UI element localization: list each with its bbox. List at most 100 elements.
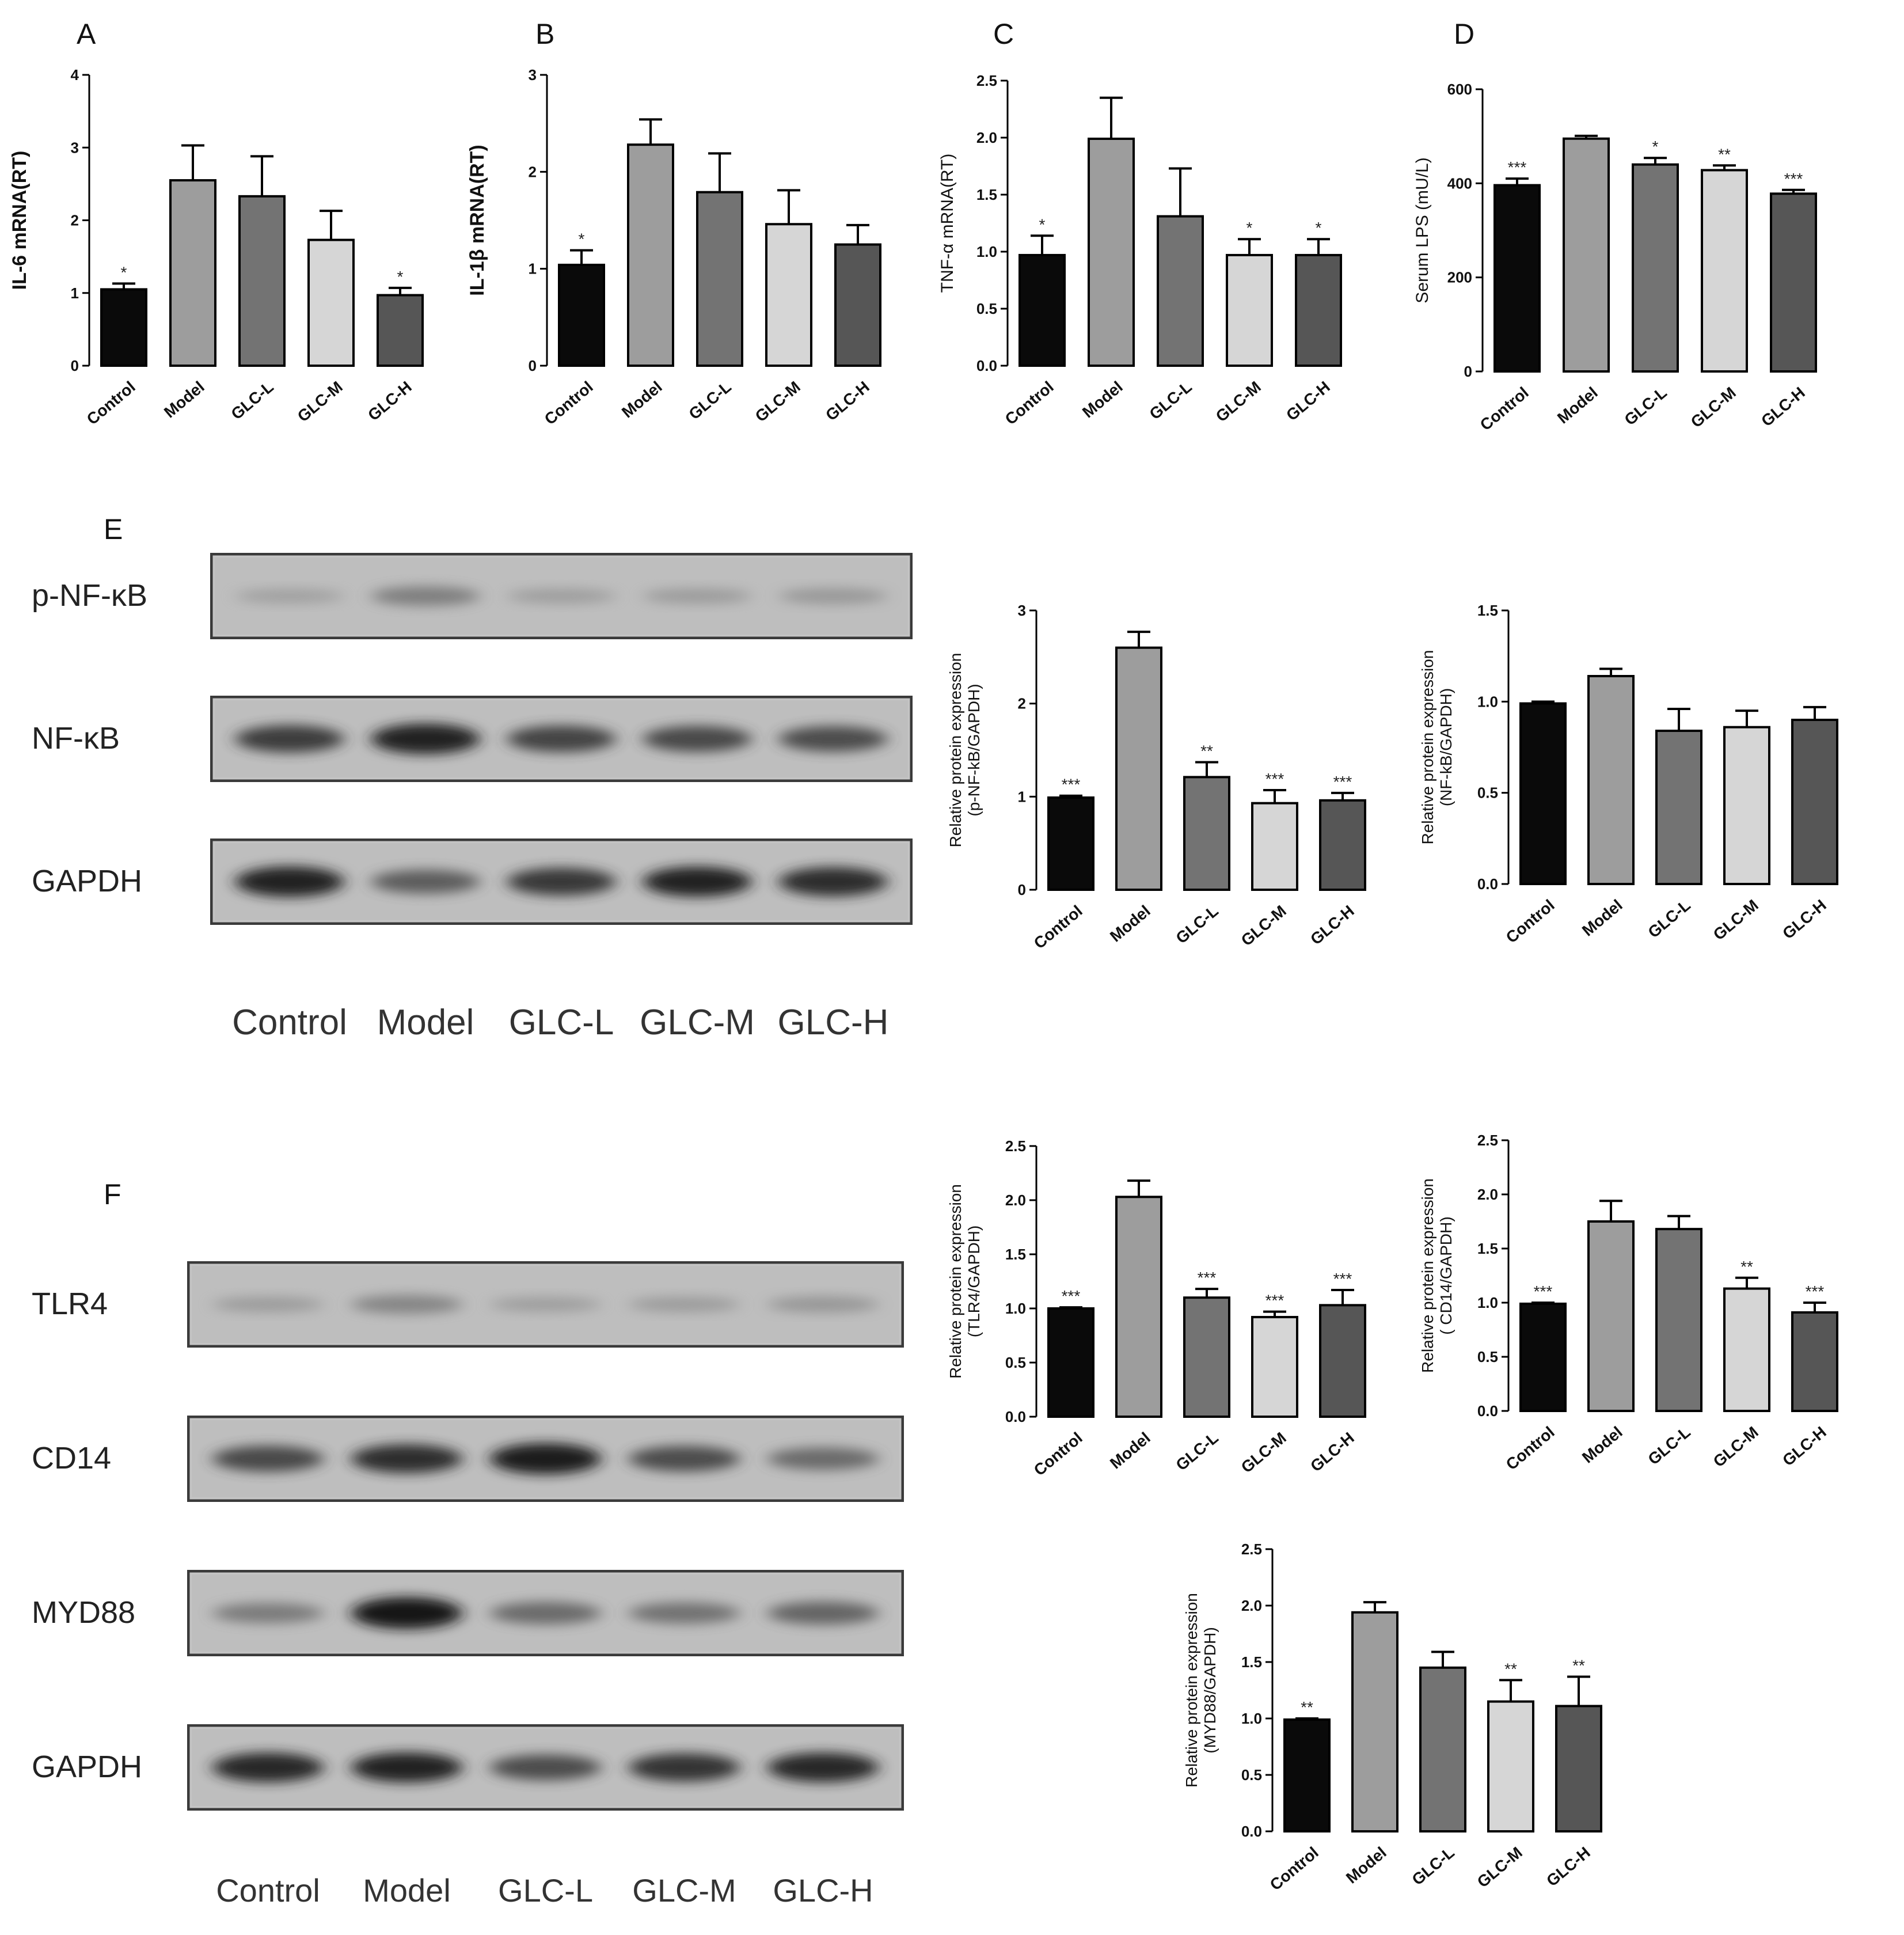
category-label: Model [618, 378, 666, 422]
bar-control [1493, 184, 1541, 373]
y-axis-label-line: Relative protein expression [1419, 1178, 1436, 1373]
bar-glc-m [1251, 802, 1298, 891]
bar-model [1088, 137, 1135, 367]
category-label: GLC-M [1710, 896, 1762, 944]
panel-letter-a: A [77, 18, 96, 50]
y-tick-label: 1.5 [1477, 1240, 1498, 1257]
blot-band-control [212, 1603, 324, 1623]
bar-model [1563, 137, 1610, 373]
chart-tlr4: 0.0 0.5 1.0 1.5 2.0 2.5 Relative protein expre… [947, 1137, 1366, 1479]
bar-glc-l [1183, 776, 1230, 891]
category-label: GLC-L [1146, 378, 1195, 423]
blot-band-glc-m [629, 1296, 740, 1312]
y-tick-label: 0.5 [1241, 1766, 1262, 1784]
blot-strip [187, 1724, 904, 1811]
blot-band-model [351, 1295, 462, 1314]
y-axis-label-line: Relative protein expression [1419, 650, 1436, 845]
y-tick-label: 2.5 [1005, 1137, 1026, 1155]
blot-band-glc-m [643, 726, 752, 752]
y-axis-label: Relative protein expression(TLR4/GAPDH) [947, 1184, 983, 1379]
bar-glc-m [1701, 169, 1748, 373]
significance-label: *** [1784, 170, 1803, 188]
significance-label: * [1316, 219, 1322, 237]
y-tick-label: 2 [529, 163, 537, 180]
bar-glc-l [696, 191, 743, 367]
blot-row-label: GAPDH [32, 864, 143, 898]
y-axis-label: IL-1β mRNA(RT) [466, 145, 488, 296]
blot-band-control [235, 725, 344, 753]
blot-band-model [371, 870, 480, 894]
category-label: GLC-M [1474, 1843, 1526, 1891]
lane-label-glc-m: GLC-M [640, 1003, 755, 1042]
panel-letter-b: B [535, 18, 555, 50]
y-tick-label: 3 [1018, 602, 1026, 619]
bar-glc-h [1319, 799, 1366, 891]
category-label: GLC-H [1779, 896, 1830, 943]
category-label: Model [1579, 1423, 1626, 1467]
y-tick-label: 200 [1447, 269, 1472, 286]
blot-band-control [212, 1445, 324, 1472]
y-tick-label: 3 [529, 66, 537, 84]
y-axis-label-line: TNF-α mRNA(RT) [938, 154, 957, 293]
category-label: GLC-H [1543, 1843, 1594, 1890]
bar-control [558, 263, 605, 367]
y-tick-label: 0 [1018, 881, 1026, 898]
y-axis-label-line: IL-1β mRNA(RT) [466, 145, 488, 296]
category-label: GLC-M [752, 378, 804, 426]
bar-glc-m [1251, 1316, 1298, 1418]
chart-tnfa: 0.0 0.5 1.0 1.5 2.0 2.5 TNF-α mRNA(RT) * Control… [938, 72, 1342, 428]
chart-cd14: 0.0 0.5 1.0 1.5 2.0 2.5 Relative protein expre… [1419, 1132, 1838, 1474]
category-label: GLC-M [294, 378, 346, 426]
y-axis-label: IL-6 mRNA(RT) [9, 151, 31, 290]
blot-band-control [212, 1296, 324, 1312]
category-label: Control [1031, 1429, 1086, 1479]
blot-band-glc-l [507, 589, 616, 604]
chart-myd88: 0.0 0.5 1.0 1.5 2.0 2.5 Relative protein expre… [1183, 1541, 1602, 1894]
category-label: GLC-L [1408, 1843, 1457, 1889]
y-tick-label: 4 [71, 66, 79, 84]
y-tick-label: 2.0 [976, 129, 997, 146]
blot-row-label: CD14 [32, 1441, 112, 1475]
blot-band-model [351, 1444, 462, 1474]
y-tick-label: 1.0 [976, 243, 997, 260]
category-label: GLC-M [1688, 384, 1739, 431]
category-label: GLC-H [1283, 378, 1333, 424]
lane-label-glc-h: GLC-H [773, 1872, 873, 1909]
y-tick-label: 2.0 [1241, 1597, 1262, 1614]
blot-band-model [371, 723, 480, 754]
bar-control [1519, 1302, 1567, 1412]
y-tick-label: 1.5 [1005, 1246, 1026, 1263]
blot-band-glc-m [643, 588, 752, 604]
bar-control [1283, 1718, 1331, 1832]
blot-band-glc-l [490, 1602, 601, 1625]
significance-label: *** [1062, 776, 1081, 794]
significance-label: *** [1534, 1283, 1553, 1300]
y-tick-label: 0 [1464, 363, 1472, 380]
y-tick-label: 1.5 [1241, 1653, 1262, 1671]
y-tick-label: 0 [71, 357, 79, 374]
blot-band-glc-h [778, 867, 888, 897]
blot-band-glc-l [490, 1443, 601, 1475]
bar-glc-m [1487, 1700, 1534, 1832]
y-axis-label: Relative protein expression( CD14/GAPDH) [1419, 1178, 1455, 1373]
category-label: GLC-H [1307, 1429, 1358, 1475]
category-label: GLC-L [227, 378, 276, 423]
chart-il1b: 0 1 2 3 IL-1β mRNA(RT) * Control Model GLC-L GLC-… [466, 66, 881, 428]
blot-band-glc-l [490, 1754, 601, 1781]
blot-band-glc-h [767, 1601, 879, 1625]
y-tick-label: 1.0 [1477, 1294, 1498, 1311]
category-label: GLC-L [685, 378, 734, 423]
lane-label-glc-l: GLC-L [508, 1003, 614, 1042]
y-axis-label-line: IL-6 mRNA(RT) [9, 151, 31, 290]
blot-band-control [212, 1752, 324, 1782]
blot-band-model [371, 586, 480, 606]
significance-label: *** [1198, 1269, 1217, 1287]
category-label: GLC-M [1238, 902, 1290, 950]
y-tick-label: 0.0 [1005, 1408, 1026, 1425]
blot-band-glc-h [767, 1752, 879, 1782]
y-tick-label: 2.5 [1241, 1541, 1262, 1558]
chart-p-nfkb: 0 1 2 3 Relative protein expression(p-NF-kB/… [947, 602, 1366, 953]
panel-letter-c: C [993, 18, 1014, 50]
bar-control [1018, 253, 1066, 367]
